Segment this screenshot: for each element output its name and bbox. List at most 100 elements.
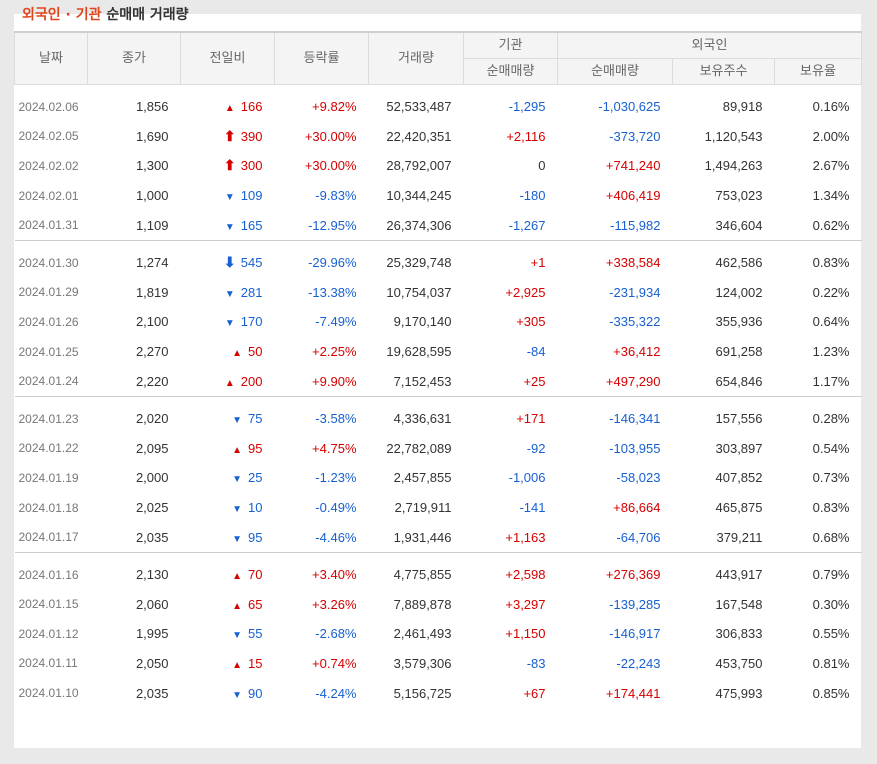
foreign-net-cell-value: +338,584	[605, 255, 661, 271]
rate-cell-value: +3.26%	[312, 596, 357, 612]
foreign-ratio-cell: 0.28%	[775, 404, 862, 434]
foreign-hold-cell-value: 379,211	[716, 529, 763, 545]
foreign-ratio-cell: 0.64%	[775, 307, 862, 337]
institution-net-cell: -180	[464, 181, 558, 211]
date-cell: 2024.01.19	[15, 463, 88, 493]
institution-net-cell-value: +1,163	[505, 529, 546, 545]
date-cell: 2024.01.31	[15, 210, 88, 240]
foreign-ratio-cell: 0.68%	[775, 522, 862, 552]
foreign-net-cell: -103,955	[558, 434, 673, 464]
foreign-ratio-cell-value: 0.30%	[812, 596, 850, 612]
institution-net-cell-value: +1	[530, 255, 546, 271]
foreign-net-cell: -373,720	[558, 122, 673, 152]
date-cell: 2024.01.15	[15, 590, 88, 620]
foreign-net-cell-value: -335,322	[609, 314, 661, 330]
foreign-hold-cell: 167,548	[673, 590, 775, 620]
volume-cell: 22,420,351	[369, 122, 464, 152]
institution-net-cell: -83	[464, 649, 558, 679]
date-cell-value: 2024.01.12	[18, 626, 79, 641]
triangle-up-icon: ▲	[232, 444, 242, 456]
foreign-net-cell-value: +174,441	[605, 685, 661, 701]
volume-cell-value: 10,754,037	[386, 284, 452, 300]
date-cell-value: 2024.02.06	[18, 99, 79, 114]
date-cell-value: 2024.01.17	[18, 530, 79, 545]
date-cell: 2024.02.02	[15, 151, 88, 181]
date-cell-value: 2024.02.05	[18, 129, 79, 144]
date-cell-value: 2024.01.29	[18, 285, 79, 300]
date-cell: 2024.01.24	[15, 366, 88, 396]
institution-net-cell: -1,295	[464, 92, 558, 122]
foreign-net-cell: -22,243	[558, 649, 673, 679]
foreign-net-cell: -146,341	[558, 404, 673, 434]
close-cell: 2,035	[88, 678, 181, 708]
foreign-ratio-cell-value: 1.23%	[812, 344, 850, 360]
triangle-down-icon: ▼	[232, 630, 242, 642]
triangle-down-icon: ▼	[224, 221, 235, 233]
foreign-net-cell: +276,369	[558, 560, 673, 590]
date-cell: 2024.02.06	[15, 92, 88, 122]
diff-cell: ⬇ 545	[181, 248, 275, 278]
foreign-net-cell-value: -1,030,625	[598, 99, 661, 115]
rate-cell-value: -4.46%	[315, 529, 357, 545]
diff-cell-value: 109	[240, 188, 263, 204]
diff-cell-value: 75	[248, 411, 263, 427]
date-cell-value: 2024.01.24	[18, 374, 79, 389]
foreign-net-cell-value: -58,023	[616, 470, 661, 486]
institution-net-cell: +2,598	[464, 560, 558, 590]
foreign-net-cell-value: +276,369	[605, 567, 661, 583]
foreign-ratio-cell: 2.67%	[775, 151, 862, 181]
volume-cell-value: 4,775,855	[393, 567, 452, 583]
foreign-net-cell: -115,982	[558, 210, 673, 240]
col-foreign-ratio-header: 보유율	[774, 58, 862, 85]
institution-net-cell-value: 0	[538, 158, 546, 174]
rate-cell: -7.49%	[275, 307, 369, 337]
lower-limit-arrow-icon: ⬇	[223, 254, 236, 271]
volume-cell-value: 1,931,446	[393, 529, 452, 545]
close-cell-value: 1,856	[135, 99, 169, 115]
foreign-ratio-cell: 0.62%	[775, 210, 862, 240]
volume-cell-value: 22,782,089	[386, 440, 452, 456]
close-cell-value: 1,819	[135, 284, 169, 300]
volume-cell: 28,792,007	[369, 151, 464, 181]
institution-net-cell: -141	[464, 493, 558, 523]
col-volume-header: 거래량	[368, 31, 464, 85]
triangle-down-icon: ▼	[224, 192, 235, 204]
foreign-hold-cell-value: 465,875	[715, 500, 763, 516]
date-cell-value: 2024.01.19	[18, 470, 79, 485]
rate-cell-value: -12.95%	[308, 217, 357, 233]
foreign-ratio-cell: 1.23%	[775, 337, 862, 367]
date-cell-value: 2024.01.11	[18, 656, 78, 671]
rate-cell-value: +30.00%	[304, 158, 357, 174]
foreign-hold-cell-value: 167,548	[715, 596, 763, 612]
triangle-down-icon: ▼	[224, 288, 235, 300]
upper-limit-arrow-icon: ⬆	[223, 157, 236, 174]
volume-cell-value: 5,156,725	[393, 685, 452, 701]
institution-net-cell: +67	[464, 678, 558, 708]
foreign-hold-cell: 346,604	[673, 210, 775, 240]
rate-cell: -4.24%	[275, 678, 369, 708]
volume-cell: 25,329,748	[369, 248, 464, 278]
table-row: 2024.01.29 1,819 ▼ 281 -13.38% 10,754,037 +2,9…	[15, 278, 862, 308]
foreign-hold-cell: 465,875	[673, 493, 775, 523]
volume-cell-value: 4,336,631	[393, 411, 452, 427]
foreign-hold-cell-value: 453,750	[715, 655, 763, 671]
close-cell: 1,690	[88, 122, 181, 152]
diff-cell: ▼ 75	[181, 404, 275, 434]
triangle-up-icon: ▲	[232, 571, 242, 583]
foreign-net-cell: +86,664	[558, 493, 673, 523]
rate-cell: +9.82%	[275, 92, 369, 122]
institution-net-cell: +305	[464, 307, 558, 337]
foreign-net-cell: +406,419	[558, 181, 673, 211]
diff-cell-value: 170	[240, 314, 263, 330]
content-panel	[14, 14, 861, 748]
foreign-net-cell-value: -231,934	[609, 284, 661, 300]
separator-cell	[14, 551, 862, 560]
rate-cell-value: -2.68%	[315, 626, 357, 642]
foreign-ratio-cell-value: 0.64%	[812, 314, 850, 330]
foreign-hold-cell: 303,897	[673, 434, 775, 464]
table-row: 2024.01.25 2,270 ▲ 50 +2.25% 19,628,595 -84 +36…	[15, 337, 862, 367]
foreign-hold-cell: 89,918	[673, 92, 775, 122]
foreign-net-cell: -139,285	[558, 590, 673, 620]
date-cell: 2024.01.25	[15, 337, 88, 367]
institution-net-cell-value: +2,598	[505, 567, 546, 583]
